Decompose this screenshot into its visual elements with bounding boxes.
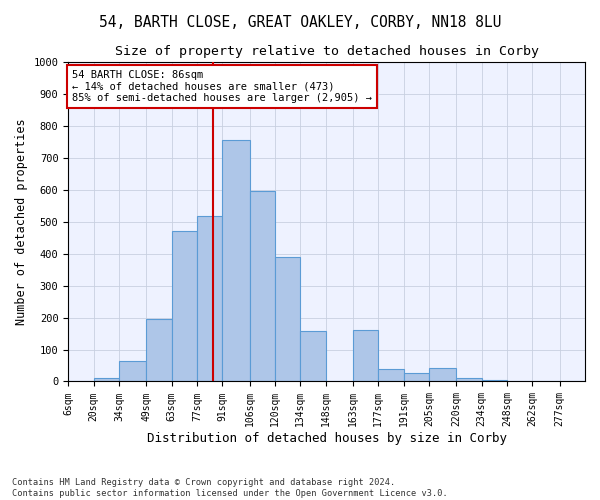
Bar [250, 192, 275, 382]
Bar [353, 330, 379, 382]
Bar [482, 380, 507, 382]
Text: 54 BARTH CLOSE: 86sqm
← 14% of detached houses are smaller (473)
85% of semi-det: 54 BARTH CLOSE: 86sqm ← 14% of detached … [72, 70, 372, 103]
Text: 54, BARTH CLOSE, GREAT OAKLEY, CORBY, NN18 8LU: 54, BARTH CLOSE, GREAT OAKLEY, CORBY, NN… [99, 15, 501, 30]
Bar [456, 378, 482, 382]
Bar [275, 257, 301, 382]
Bar [197, 216, 223, 382]
Bar [301, 330, 326, 382]
Y-axis label: Number of detached properties: Number of detached properties [15, 118, 28, 325]
Bar [404, 373, 429, 382]
Title: Size of property relative to detached houses in Corby: Size of property relative to detached ho… [115, 45, 539, 58]
Bar [429, 368, 456, 382]
Bar [119, 360, 146, 382]
X-axis label: Distribution of detached houses by size in Corby: Distribution of detached houses by size … [146, 432, 506, 445]
Bar [379, 368, 404, 382]
Bar [172, 232, 197, 382]
Bar [146, 318, 172, 382]
Bar [223, 140, 250, 382]
Text: Contains HM Land Registry data © Crown copyright and database right 2024.
Contai: Contains HM Land Registry data © Crown c… [12, 478, 448, 498]
Bar [94, 378, 119, 382]
